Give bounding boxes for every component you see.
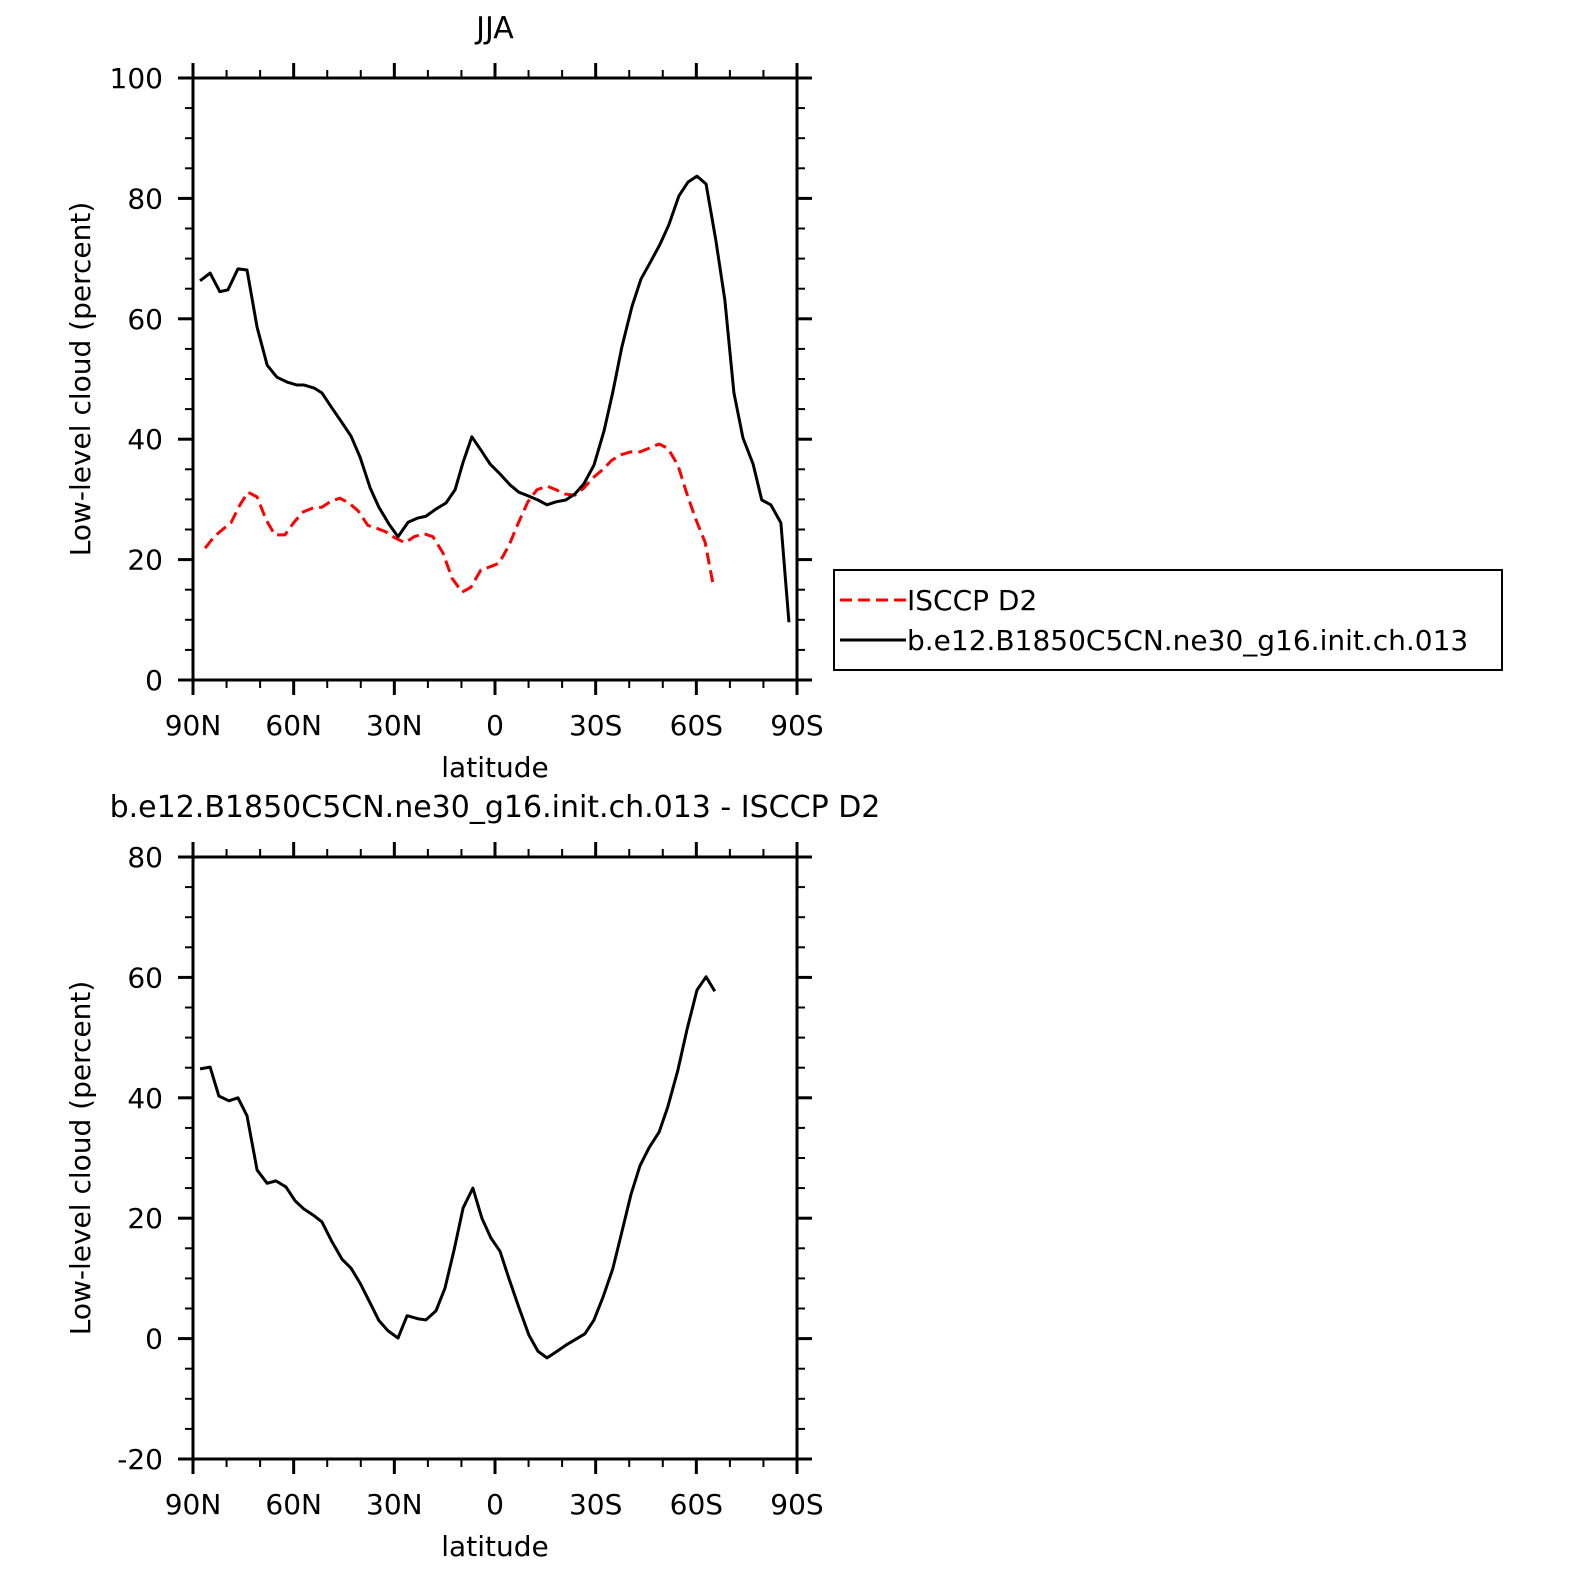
x-tick-label: 30N	[366, 709, 423, 742]
y-tick-label: 80	[127, 841, 163, 874]
x-tick-label: 30S	[569, 709, 622, 742]
legend-label: b.e12.B1850C5CN.ne30_g16.init.ch.013	[907, 624, 1468, 657]
y-tick-label: 0	[145, 664, 163, 697]
x-axis-label: latitude	[441, 1530, 548, 1563]
chart-title: JJA	[474, 11, 514, 46]
x-tick-label: 30N	[366, 1488, 423, 1521]
x-axis-label: latitude	[441, 751, 548, 784]
data-line	[199, 975, 717, 1360]
x-tick-label: 60N	[265, 709, 322, 742]
y-tick-label: 100	[110, 62, 163, 95]
y-tick-label: 20	[127, 1202, 163, 1235]
plot-frame	[191, 855, 799, 1461]
x-tick-label: 90S	[770, 709, 823, 742]
data-line	[199, 174, 791, 623]
x-tick-label: 60S	[670, 709, 723, 742]
y-tick-label: 60	[127, 961, 163, 994]
y-tick-label: 40	[127, 1082, 163, 1115]
y-tick-label: 20	[127, 544, 163, 577]
data-line	[203, 442, 716, 594]
x-tick-label: 90N	[165, 1488, 222, 1521]
x-tick-label: 90N	[165, 709, 222, 742]
y-axis-label: Low-level cloud (percent)	[64, 981, 97, 1336]
x-tick-label: 0	[486, 709, 504, 742]
y-tick-label: -20	[117, 1443, 163, 1476]
x-tick-label: 0	[486, 1488, 504, 1521]
x-tick-label: 30S	[569, 1488, 622, 1521]
chart-title: b.e12.B1850C5CN.ne30_g16.init.ch.013 - I…	[110, 790, 881, 825]
y-tick-label: 0	[145, 1323, 163, 1356]
y-tick-label: 80	[127, 182, 163, 215]
y-axis-label: Low-level cloud (percent)	[64, 202, 97, 557]
chart-panel: -20 0 20 40 60 80 90N 60N 30N 0 30S 60S 90S b.e12.B18…	[64, 790, 880, 1563]
legend-box	[833, 569, 1503, 671]
chart-panel: 0 20 40 60 80 100 90N 60N 30N 0 30S 60S 90S JJA latitu…	[64, 11, 1503, 784]
x-tick-label: 90S	[770, 1488, 823, 1521]
y-tick-label: 40	[127, 423, 163, 456]
x-tick-label: 60S	[670, 1488, 723, 1521]
legend: ISCCP D2 b.e12.B1850C5CN.ne30_g16.init.ch…	[833, 569, 1503, 671]
y-tick-label: 60	[127, 303, 163, 336]
x-tick-label: 60N	[265, 1488, 322, 1521]
legend-label: ISCCP D2	[907, 584, 1037, 617]
